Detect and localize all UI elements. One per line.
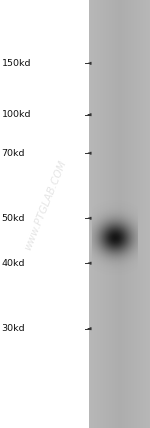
Text: www.PTGLAB.COM: www.PTGLAB.COM — [22, 159, 68, 252]
Text: 40kd: 40kd — [2, 259, 25, 268]
Text: 70kd: 70kd — [2, 149, 25, 158]
Text: 50kd: 50kd — [2, 214, 25, 223]
Text: 100kd: 100kd — [2, 110, 31, 119]
Text: 30kd: 30kd — [2, 324, 25, 333]
Text: 150kd: 150kd — [2, 59, 31, 68]
